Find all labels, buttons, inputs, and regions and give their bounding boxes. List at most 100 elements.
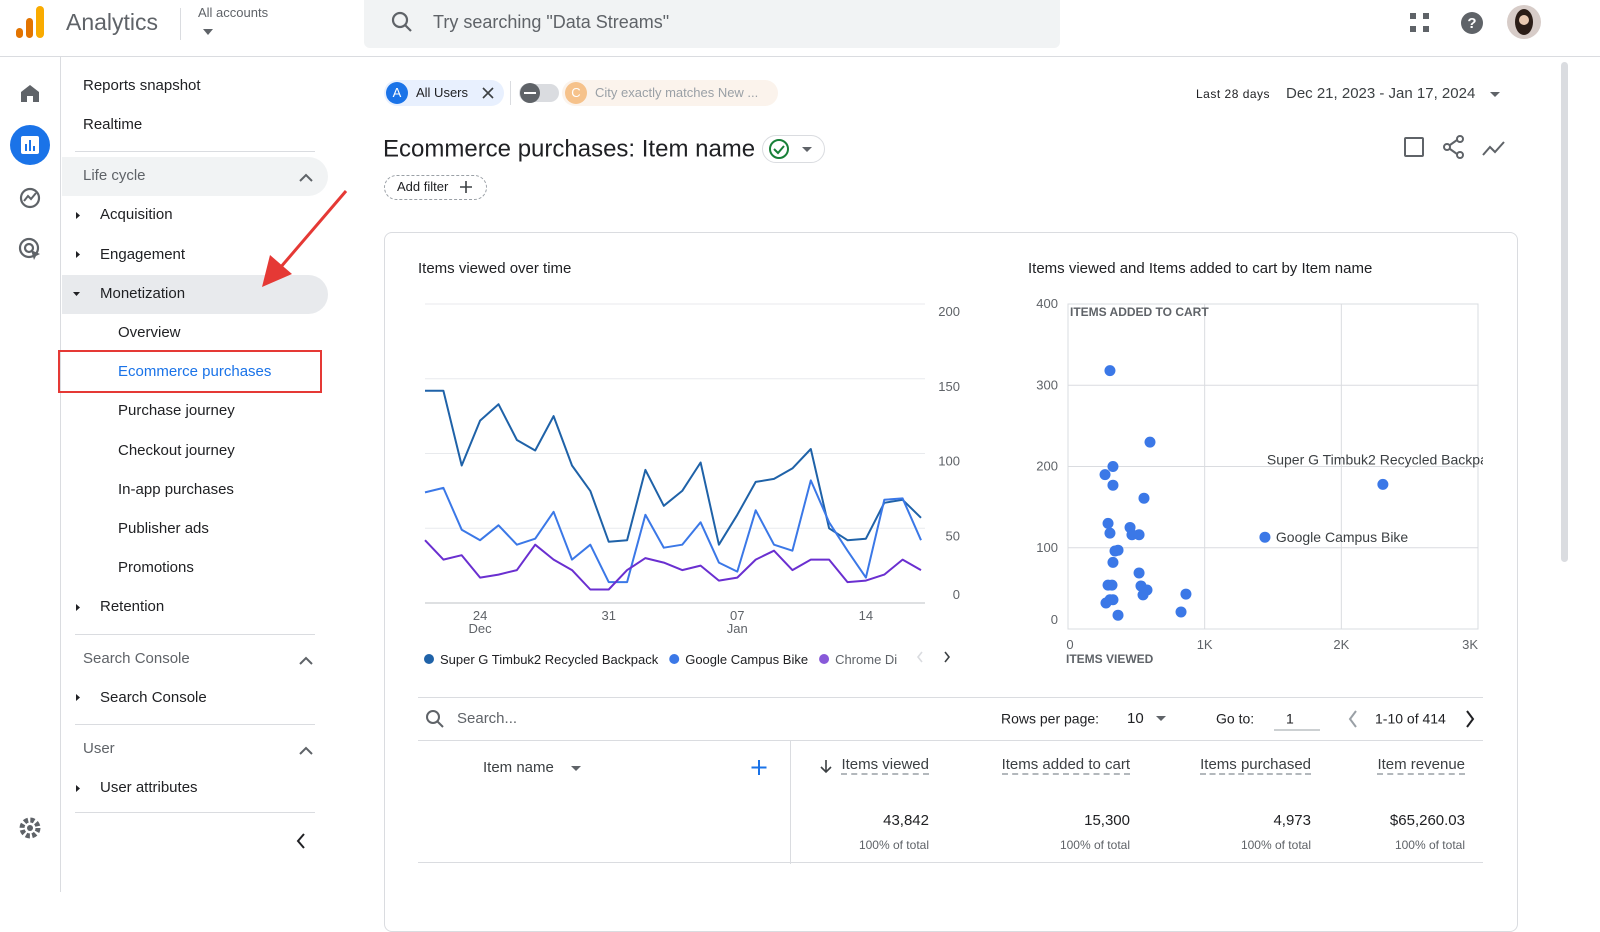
nav-item[interactable]: Engagement xyxy=(100,246,186,263)
nav-item[interactable]: User attributes xyxy=(100,779,198,796)
y-tick-label: 200 xyxy=(938,304,960,319)
y-tick-label: 300 xyxy=(1036,377,1058,392)
section-bg xyxy=(62,157,328,196)
remove-segment[interactable] xyxy=(482,87,494,99)
settings-icon[interactable] xyxy=(19,817,41,839)
rows-per-page[interactable]: 10 xyxy=(1127,710,1144,727)
chart-title: Items viewed over time xyxy=(418,260,572,277)
segment-label[interactable]: All Users xyxy=(416,85,469,101)
nav-section[interactable]: Search Console xyxy=(83,650,190,667)
collapse-sidebar[interactable] xyxy=(296,833,305,849)
nav-item[interactable]: Checkout journey xyxy=(118,442,235,459)
add-filter-chip[interactable] xyxy=(384,175,487,200)
add-filter[interactable]: Add filter xyxy=(397,179,449,195)
divider xyxy=(418,697,1483,698)
scatter-point xyxy=(1104,365,1116,377)
search-box[interactable] xyxy=(364,0,1060,48)
status-badge[interactable] xyxy=(762,135,825,163)
help-icon[interactable] xyxy=(1461,12,1483,34)
nav-item[interactable]: Monetization xyxy=(100,285,186,302)
date-range-label: Last 28 days xyxy=(1196,86,1271,101)
scatter-point xyxy=(1180,588,1192,600)
collapse-icon[interactable] xyxy=(299,656,313,665)
advertising-icon[interactable] xyxy=(18,237,40,259)
total-value: $65,260.03 xyxy=(1389,812,1465,829)
nav-item[interactable]: Search Console xyxy=(100,689,207,706)
nav-item[interactable]: Promotions xyxy=(118,559,194,576)
segment-label[interactable]: City exactly matches New ... xyxy=(595,85,759,101)
nav-item[interactable]: Acquisition xyxy=(100,206,173,223)
total-value: 43,842 xyxy=(883,812,929,829)
icon-rail xyxy=(0,57,61,892)
customize-icon[interactable] xyxy=(1404,137,1424,157)
status-caret[interactable] xyxy=(802,147,812,152)
share-icon[interactable] xyxy=(1443,135,1464,159)
search-icon xyxy=(391,11,412,32)
column-header[interactable]: Item name xyxy=(483,759,554,776)
scatter-point xyxy=(1377,478,1389,490)
account-picker[interactable]: All accounts xyxy=(198,5,269,21)
nav-item[interactable]: Purchase journey xyxy=(118,402,235,419)
legend-label: Super G Timbuk2 Recycled Backpack xyxy=(440,652,659,667)
add-dimension[interactable] xyxy=(751,760,767,775)
legend-prev[interactable] xyxy=(916,651,923,663)
date-caret[interactable] xyxy=(1490,92,1500,97)
nav-item[interactable]: Realtime xyxy=(83,116,143,133)
settings-glyph xyxy=(27,825,33,831)
logo xyxy=(16,6,44,38)
nav-item[interactable]: Publisher ads xyxy=(118,520,209,537)
next-page[interactable] xyxy=(1466,710,1475,728)
nav-section[interactable]: User xyxy=(83,740,115,757)
total-note: 100% of total xyxy=(1240,837,1311,852)
segment-badge: A xyxy=(386,82,408,104)
nav-item[interactable]: Retention xyxy=(100,598,165,615)
rows-caret[interactable] xyxy=(1156,716,1166,721)
column-header[interactable]: Items added to cart xyxy=(1001,756,1130,773)
legend-next[interactable] xyxy=(944,651,951,663)
y-tick-label: 100 xyxy=(938,454,960,469)
add-icon[interactable] xyxy=(460,181,472,193)
explore-icon[interactable] xyxy=(19,187,41,209)
annotation-arrow xyxy=(278,190,348,269)
goto-input[interactable]: 1 xyxy=(1286,710,1294,727)
x-tick-label: 31 xyxy=(601,608,615,623)
segment-chip[interactable] xyxy=(562,80,778,106)
divider xyxy=(75,724,315,725)
collapse-icon[interactable] xyxy=(299,746,313,755)
nav-item[interactable]: Reports snapshot xyxy=(83,77,201,94)
divider xyxy=(418,740,1483,741)
product-name[interactable]: Analytics xyxy=(66,9,159,36)
nav-section[interactable]: Life cycle xyxy=(83,167,146,184)
legend-swatch xyxy=(424,654,434,664)
scrollbar[interactable] xyxy=(1561,62,1568,562)
scatter-point xyxy=(1107,461,1119,472)
advertising-glyph xyxy=(31,250,40,260)
search-placeholder[interactable]: Try searching "Data Streams" xyxy=(433,12,670,33)
caret[interactable] xyxy=(203,29,213,35)
nav-item[interactable]: Overview xyxy=(118,324,181,341)
table-search[interactable]: Search... xyxy=(457,710,518,727)
column-header[interactable]: Items purchased xyxy=(1200,756,1311,773)
nav-item[interactable]: In-app purchases xyxy=(118,481,234,498)
sort-icon[interactable] xyxy=(820,760,832,774)
prev-page[interactable] xyxy=(1348,710,1357,728)
insights-icon[interactable] xyxy=(1482,141,1505,156)
column-header[interactable]: Items viewed xyxy=(841,756,929,773)
avatar-face xyxy=(1519,15,1529,25)
x-axis-title: ITEMS VIEWED xyxy=(1066,652,1154,666)
explore-glyph xyxy=(23,192,37,202)
column-header[interactable]: Item revenue xyxy=(1377,756,1465,773)
apps-icon[interactable] xyxy=(1410,13,1429,32)
divider xyxy=(75,151,315,152)
nav-item-active[interactable]: Ecommerce purchases xyxy=(118,363,272,380)
scatter-point xyxy=(1175,606,1187,618)
date-range[interactable]: Dec 21, 2023 - Jan 17, 2024 xyxy=(1286,85,1476,102)
y-tick-label: 50 xyxy=(946,528,960,543)
divider xyxy=(510,81,511,105)
dimension-caret[interactable] xyxy=(571,766,581,771)
home-icon[interactable] xyxy=(21,85,39,102)
collapse-icon[interactable] xyxy=(299,173,313,182)
scatter-point xyxy=(1104,527,1116,539)
scatter-point xyxy=(1107,479,1119,491)
